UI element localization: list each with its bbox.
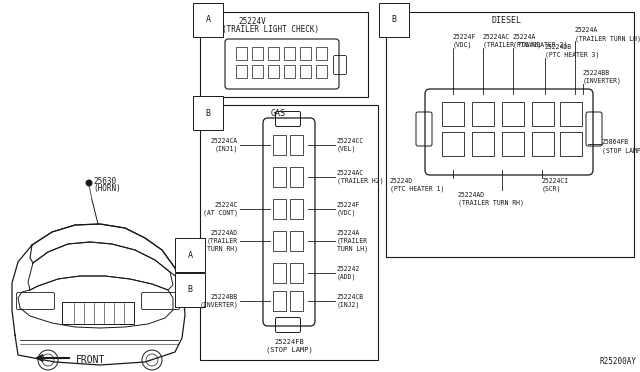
Text: (HORN): (HORN) — [93, 183, 121, 192]
Text: B: B — [392, 16, 397, 25]
Text: FRONT: FRONT — [76, 355, 106, 365]
Text: 25224AC
(TRAILER H2): 25224AC (TRAILER H2) — [337, 170, 383, 184]
Text: (TRAILER LIGHT CHECK): (TRAILER LIGHT CHECK) — [222, 25, 319, 34]
Bar — [290, 199, 303, 219]
Bar — [290, 231, 303, 251]
Bar — [290, 135, 303, 155]
Text: 25224BB: 25224BB — [583, 70, 610, 76]
Bar — [472, 102, 494, 126]
Text: (TRAILER TOW#2): (TRAILER TOW#2) — [483, 42, 541, 48]
Bar — [273, 135, 286, 155]
Bar — [273, 199, 286, 219]
Text: 25630: 25630 — [93, 176, 116, 186]
Bar — [316, 47, 327, 60]
Bar — [268, 65, 279, 78]
Text: DIESEL: DIESEL — [491, 16, 521, 25]
Bar — [62, 302, 134, 324]
Bar — [252, 65, 263, 78]
Text: 25224A
(TRAILER
TURN LH): 25224A (TRAILER TURN LH) — [337, 230, 368, 252]
Bar — [273, 167, 286, 187]
Text: 25224CI: 25224CI — [542, 178, 569, 184]
Text: (PTC HEATER 1): (PTC HEATER 1) — [390, 186, 444, 192]
Text: (TRAILER TURN RH): (TRAILER TURN RH) — [458, 200, 524, 206]
Text: A: A — [188, 250, 193, 260]
Bar — [560, 132, 582, 156]
Text: 25224A: 25224A — [575, 27, 598, 33]
Text: R25200AY: R25200AY — [599, 357, 636, 366]
Text: GAS: GAS — [271, 109, 285, 118]
Bar — [290, 291, 303, 311]
Bar — [284, 65, 295, 78]
Bar — [386, 12, 634, 257]
Text: (PTC HEATER 2): (PTC HEATER 2) — [513, 42, 567, 48]
Bar — [316, 65, 327, 78]
Bar — [273, 263, 286, 283]
Text: 25224FB
(STOP LAMP): 25224FB (STOP LAMP) — [266, 339, 312, 353]
Text: B: B — [188, 285, 193, 295]
Bar — [252, 47, 263, 60]
Text: 25224AD: 25224AD — [458, 192, 485, 198]
Bar — [502, 132, 524, 156]
Bar — [200, 105, 378, 360]
Text: 25224V: 25224V — [238, 17, 266, 26]
Bar — [472, 132, 494, 156]
Text: 25224CC
(VEL): 25224CC (VEL) — [337, 138, 364, 152]
Circle shape — [86, 180, 92, 186]
Bar — [300, 65, 311, 78]
Bar — [442, 132, 464, 156]
Bar — [236, 47, 247, 60]
Text: 25224C
(AT CONT): 25224C (AT CONT) — [203, 202, 238, 216]
Bar — [290, 167, 303, 187]
Text: (PTC HEATER 3): (PTC HEATER 3) — [545, 52, 599, 58]
Text: (INVERTER): (INVERTER) — [583, 78, 621, 84]
Text: 25224D: 25224D — [390, 178, 413, 184]
Text: 25224AD
(TRAILER
TURN RH): 25224AD (TRAILER TURN RH) — [207, 230, 238, 252]
Text: 25224F
(VDC): 25224F (VDC) — [337, 202, 360, 216]
Text: 25864FB: 25864FB — [602, 139, 629, 145]
Text: 25224AC: 25224AC — [483, 34, 510, 40]
Text: (STOP LAMP): (STOP LAMP) — [602, 147, 640, 154]
Bar — [532, 102, 554, 126]
Text: (SCR): (SCR) — [542, 186, 561, 192]
Text: 25224A: 25224A — [513, 34, 536, 40]
Bar — [273, 231, 286, 251]
Bar — [300, 47, 311, 60]
Text: (VDC): (VDC) — [453, 42, 472, 48]
Text: B: B — [205, 109, 211, 118]
Bar — [284, 47, 295, 60]
Bar — [200, 12, 368, 97]
Text: A: A — [205, 16, 211, 25]
Bar — [532, 132, 554, 156]
Bar — [502, 102, 524, 126]
Bar — [268, 47, 279, 60]
Bar — [560, 102, 582, 126]
Bar — [236, 65, 247, 78]
Text: 25224CB
(INJ2): 25224CB (INJ2) — [337, 294, 364, 308]
Text: 25224DB: 25224DB — [545, 44, 572, 50]
Text: 25224CA
(INJ1): 25224CA (INJ1) — [211, 138, 238, 152]
Text: (TRAILER TURN LH): (TRAILER TURN LH) — [575, 35, 640, 42]
Text: 25224F: 25224F — [453, 34, 476, 40]
Text: 252242
(ADD): 252242 (ADD) — [337, 266, 360, 280]
Bar — [273, 291, 286, 311]
Bar — [442, 102, 464, 126]
Bar — [290, 263, 303, 283]
Text: 25224BB
(INVERTER): 25224BB (INVERTER) — [199, 294, 238, 308]
